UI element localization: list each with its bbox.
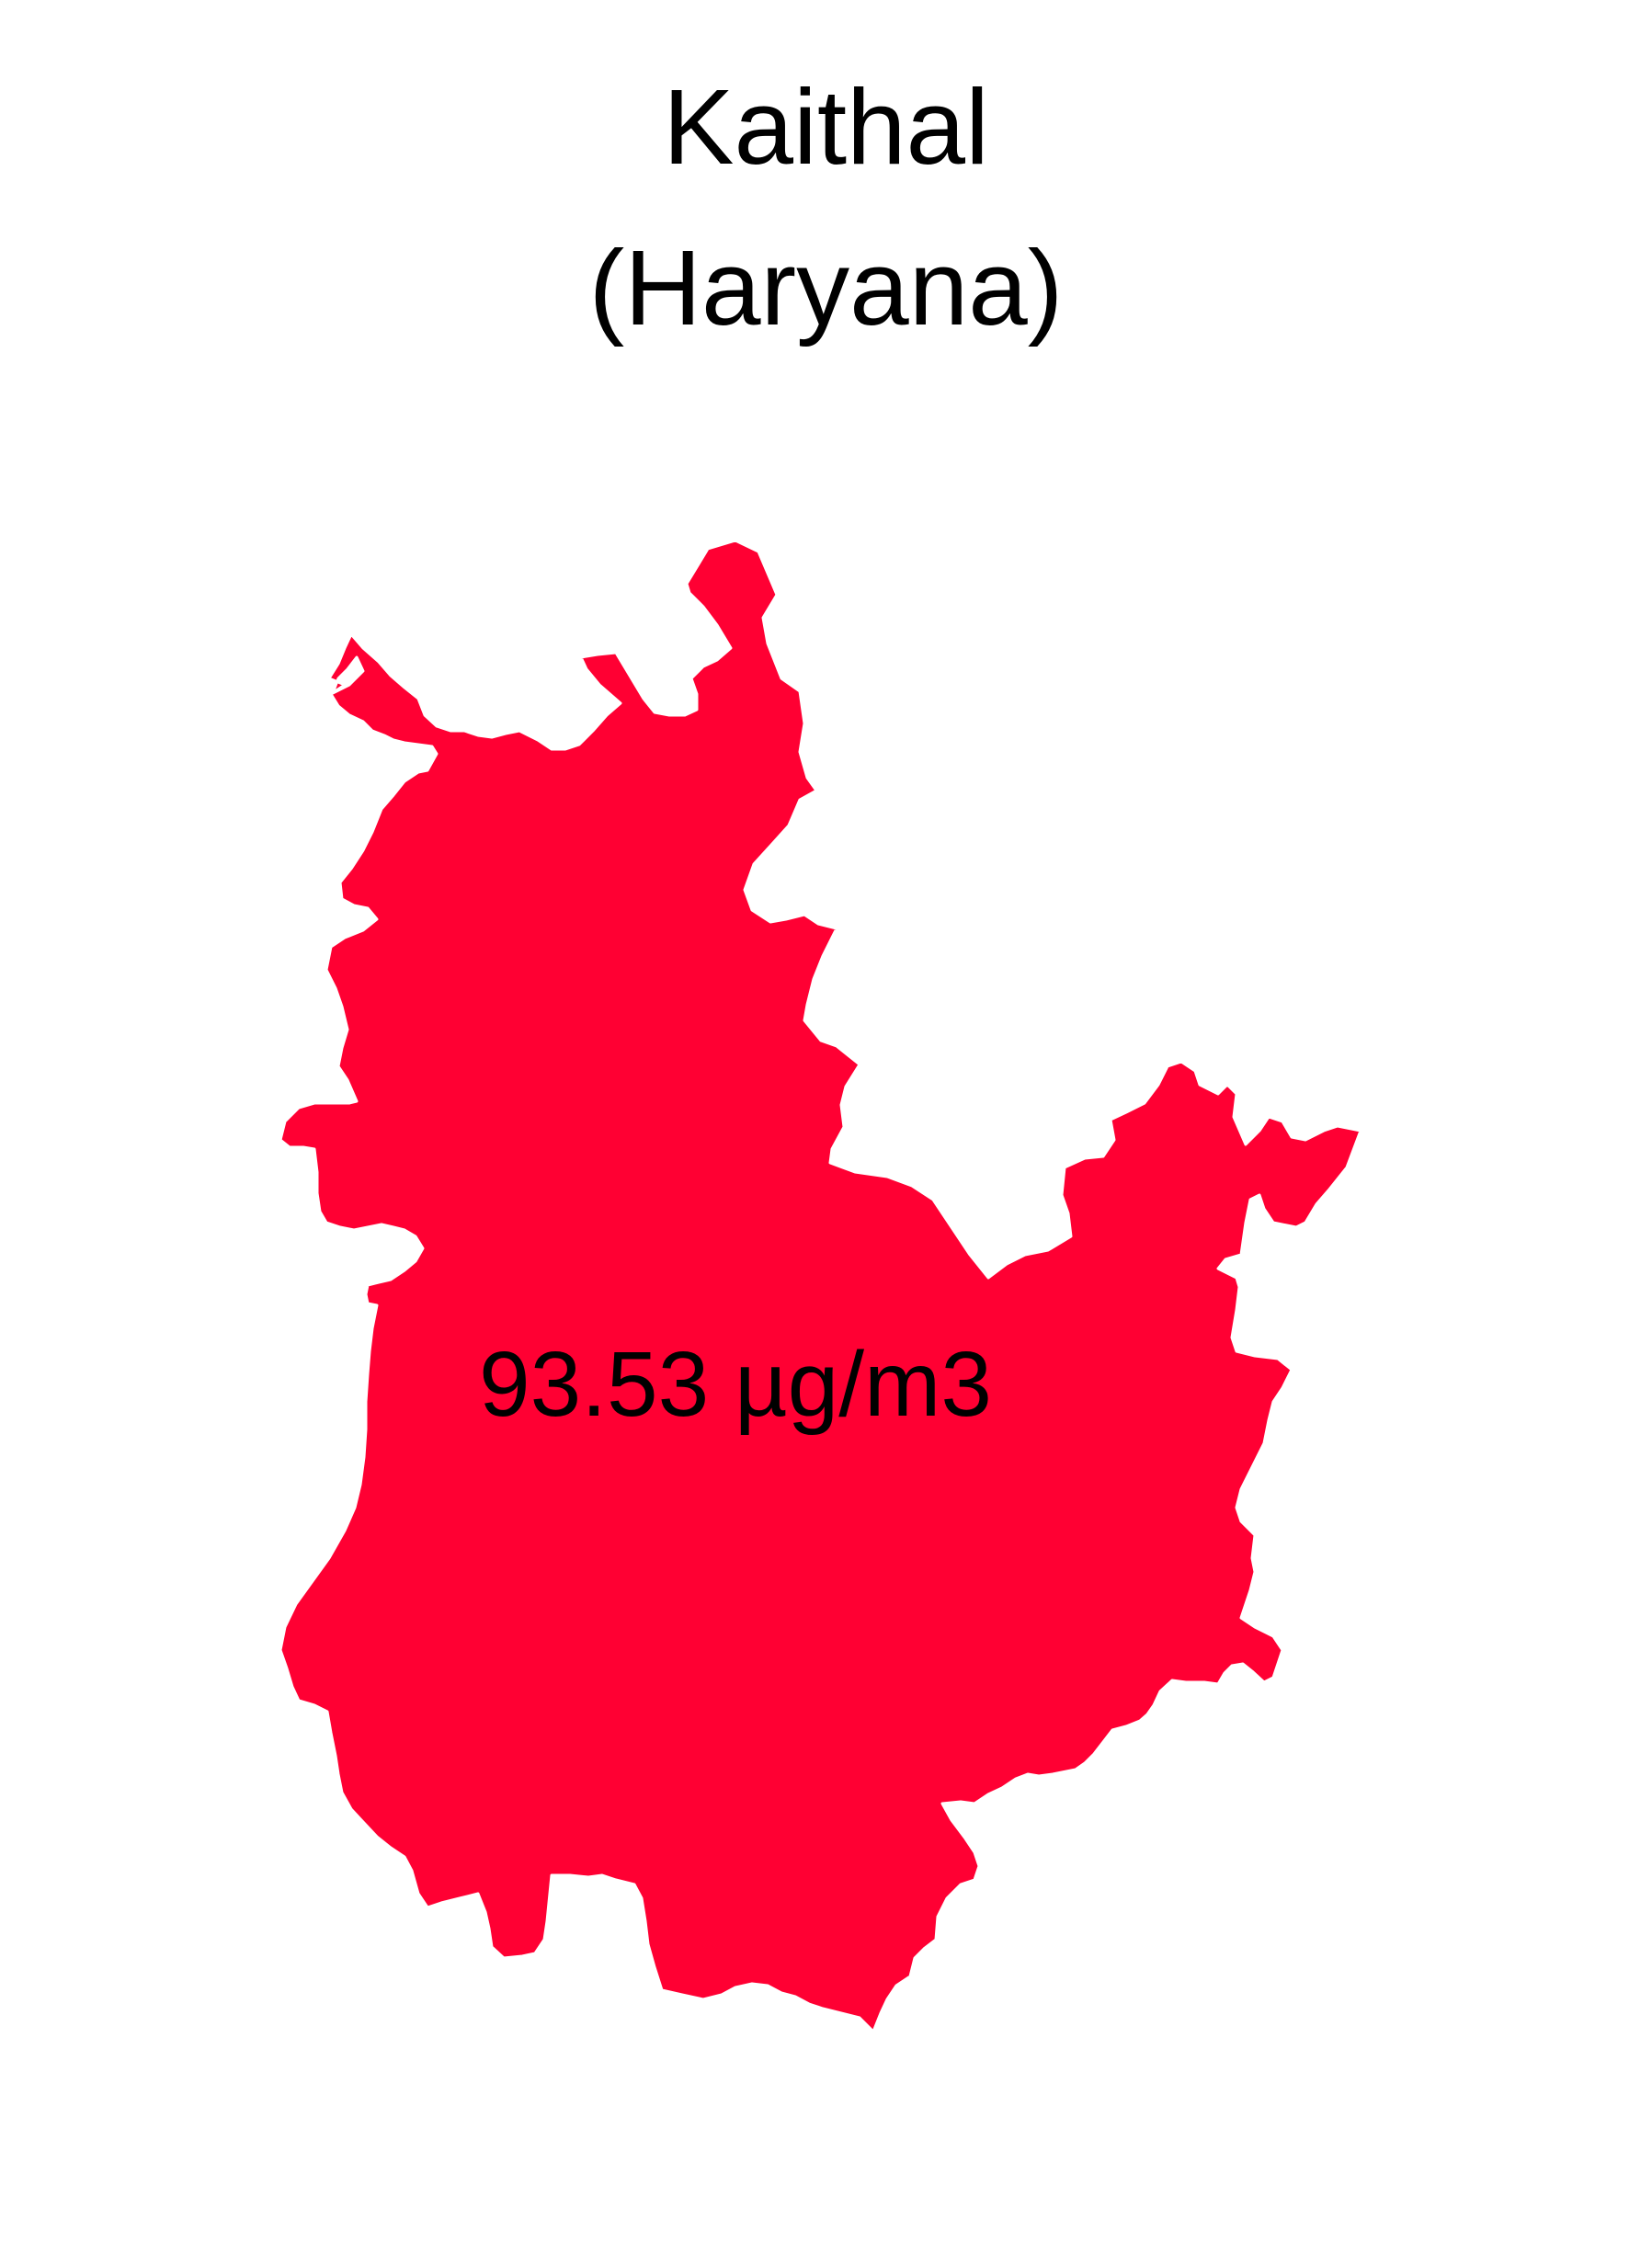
- map-title-district: Kaithal: [663, 67, 989, 187]
- map-title-state: (Haryana): [588, 228, 1064, 347]
- district-value-label: 93.53 µg/m3: [479, 1333, 992, 1436]
- district-boundary-shape: [279, 539, 1362, 2033]
